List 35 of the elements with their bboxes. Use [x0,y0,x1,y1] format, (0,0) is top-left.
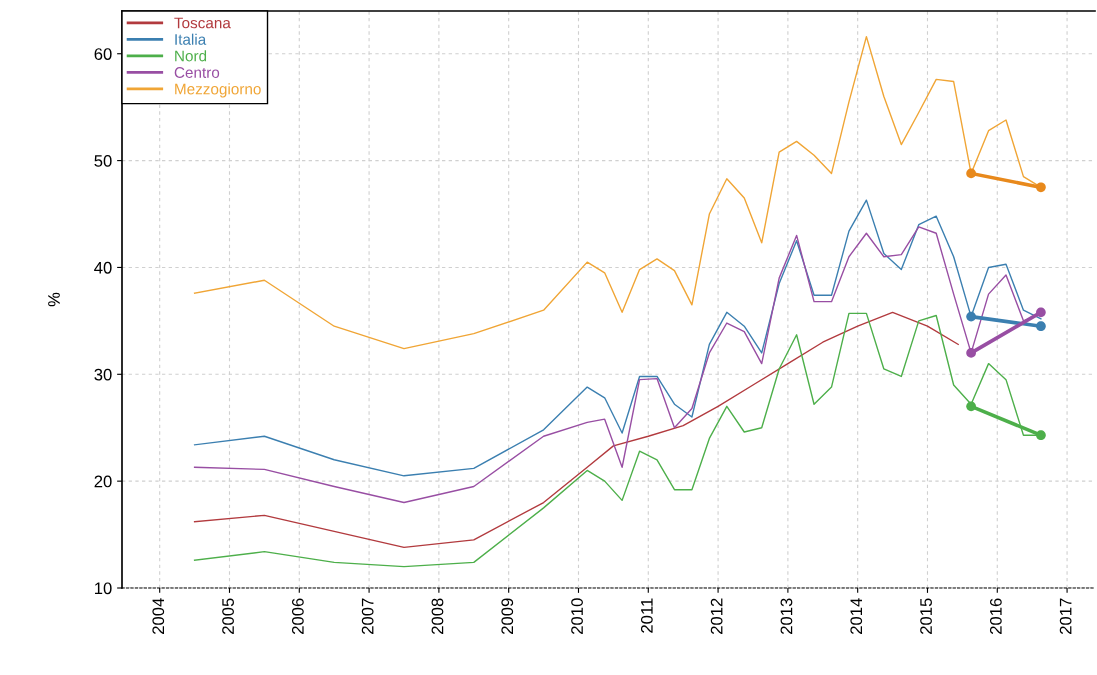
legend-label: Toscana [174,17,231,29]
x-tick-label: 2011 [640,598,653,633]
x-tick-label: 2012 [710,598,723,634]
x-tick-label: 2006 [291,598,304,634]
y-tick-label: 60 [94,48,112,60]
x-tick-label: 2009 [501,598,514,634]
point [966,311,976,322]
y-tick-label: 40 [94,261,112,274]
x-tick-label: 2013 [780,598,793,634]
point [1036,182,1046,193]
x-tick-label: 2008 [431,598,444,634]
y-axis-title: % [48,292,60,307]
x-tick-label: 2007 [361,598,374,634]
legend-label: Mezzogiorno [175,83,261,98]
y-tick-label: 10 [95,582,112,595]
x-tick-label: 2017 [1059,598,1072,634]
y-tick-label: 30 [94,368,112,381]
y-tick-label: 50 [94,154,112,167]
x-tick-label: 2004 [152,598,165,634]
legend-label: Centro [174,67,220,78]
x-tick-label: 2005 [222,598,234,634]
point [966,348,976,358]
x-tick-label: 2014 [850,598,863,634]
legend-label: Nord [175,50,207,62]
legend-label: Italia [175,33,207,45]
point [966,401,976,412]
x-tick-label: 2015 [920,598,932,634]
y-tick-label: 20 [94,475,112,488]
x-tick-label: 2010 [571,598,583,634]
line-series [193,311,959,549]
point [1036,430,1046,441]
x-tick-label: 2016 [989,598,1002,634]
point [1036,307,1046,318]
point [966,168,976,179]
point [1036,321,1046,332]
